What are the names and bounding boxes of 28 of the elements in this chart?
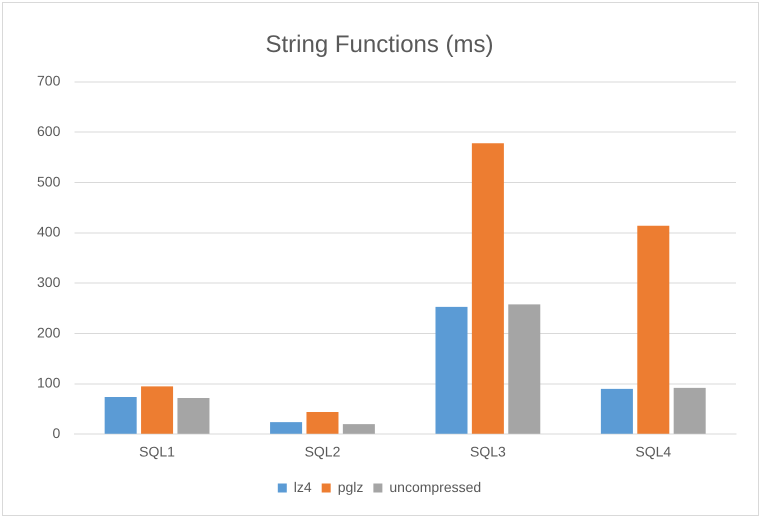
chart-title: String Functions (ms)	[265, 31, 494, 58]
bar	[177, 398, 210, 434]
y-tick-label: 400	[37, 224, 61, 240]
y-tick-label: 500	[37, 173, 61, 190]
y-tick-label: 100	[37, 374, 61, 391]
y-tick-label: 700	[37, 72, 61, 89]
y-tick-label: 600	[37, 123, 61, 139]
bar	[104, 396, 137, 434]
bar	[600, 388, 633, 434]
y-tick-label: 200	[37, 324, 61, 340]
bar	[306, 412, 338, 434]
bar	[472, 143, 504, 434]
y-tick-label: 300	[37, 274, 61, 290]
legend-label: uncompressed	[389, 478, 482, 495]
bar	[637, 226, 670, 434]
x-tick-label: SQL2	[304, 443, 341, 460]
y-tick-label: 0	[52, 425, 61, 442]
legend-label: pglz	[338, 478, 364, 495]
x-tick-label: SQL4	[635, 443, 672, 460]
bar	[141, 386, 174, 434]
bar	[674, 388, 706, 434]
bar	[508, 304, 540, 434]
x-tick-label: SQL1	[139, 443, 176, 460]
legend-label: lz4	[294, 478, 312, 495]
bar	[342, 424, 375, 434]
x-tick-label: SQL3	[470, 443, 506, 460]
bar	[435, 306, 468, 434]
bar	[270, 422, 302, 434]
